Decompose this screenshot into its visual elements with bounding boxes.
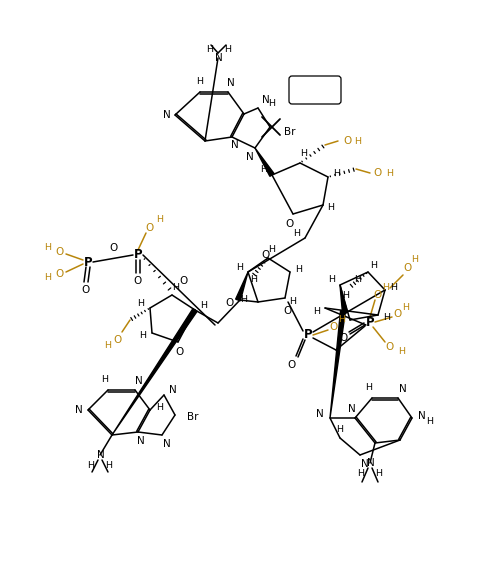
Text: O: O [394, 309, 402, 319]
Polygon shape [255, 148, 274, 176]
Text: Br: Br [284, 127, 296, 137]
Text: O: O [288, 360, 296, 370]
Text: O: O [114, 335, 122, 345]
Text: O: O [225, 298, 233, 308]
Text: O: O [374, 290, 382, 300]
Text: O: O [284, 306, 292, 316]
Text: H: H [138, 299, 144, 309]
Text: O: O [386, 342, 394, 352]
Text: H: H [370, 262, 378, 270]
Text: N: N [399, 384, 407, 394]
Text: N: N [316, 409, 324, 419]
Text: H: H [87, 461, 95, 469]
Text: N: N [169, 385, 177, 395]
Text: H: H [333, 169, 341, 177]
Text: P: P [366, 316, 374, 328]
Polygon shape [340, 285, 347, 313]
Text: N: N [137, 436, 145, 446]
Text: Abs: Abs [305, 85, 325, 95]
Text: N: N [231, 140, 239, 150]
Text: H: H [328, 276, 336, 285]
Text: H: H [197, 78, 203, 86]
Text: H: H [358, 469, 365, 478]
Text: H: H [104, 342, 111, 350]
Text: N: N [97, 450, 105, 460]
Text: N: N [246, 152, 254, 162]
Text: O: O [82, 285, 90, 295]
Text: H: H [268, 245, 276, 255]
Text: O: O [56, 247, 64, 257]
Text: N: N [227, 78, 235, 88]
Text: H: H [339, 316, 346, 324]
Text: H: H [384, 314, 390, 322]
Text: H: H [44, 273, 52, 281]
Text: O: O [56, 269, 64, 279]
Polygon shape [330, 311, 346, 418]
Polygon shape [112, 309, 197, 435]
Text: O: O [330, 322, 338, 332]
Text: Br: Br [187, 412, 199, 422]
Text: H: H [172, 282, 180, 292]
Text: H: H [427, 416, 433, 426]
Text: H: H [343, 291, 349, 299]
Text: N: N [418, 411, 426, 421]
Text: H: H [313, 306, 321, 316]
Text: H: H [224, 45, 231, 55]
Text: H: H [383, 282, 389, 292]
Text: N: N [75, 405, 83, 415]
Text: N: N [367, 458, 375, 468]
Text: N: N [163, 110, 171, 120]
Text: H: H [241, 295, 247, 305]
FancyBboxPatch shape [289, 76, 341, 104]
Text: H: H [261, 165, 267, 173]
Text: H: H [44, 244, 52, 252]
Text: H: H [399, 347, 406, 357]
Text: N: N [348, 404, 356, 414]
Text: H: H [105, 461, 113, 469]
Text: O: O [403, 263, 411, 273]
Text: H: H [337, 425, 344, 433]
Text: N: N [215, 53, 223, 63]
Text: H: H [354, 136, 362, 146]
Text: H: H [411, 256, 419, 264]
Text: H: H [293, 229, 301, 237]
Text: O: O [262, 250, 270, 260]
Text: H: H [250, 276, 258, 285]
Text: H: H [157, 216, 163, 224]
Text: H: H [386, 169, 393, 177]
Text: O: O [134, 276, 142, 286]
Text: O: O [374, 168, 382, 178]
Text: H: H [268, 99, 276, 107]
Text: H: H [301, 148, 307, 158]
Text: O: O [343, 136, 351, 146]
Text: H: H [354, 276, 362, 285]
Text: H: H [201, 302, 207, 310]
Text: O: O [340, 333, 348, 343]
Text: P: P [134, 248, 142, 262]
Text: H: H [375, 469, 383, 478]
Text: H: H [366, 383, 372, 393]
Text: P: P [83, 256, 92, 269]
Text: H: H [327, 202, 334, 212]
Text: H: H [140, 332, 146, 340]
Text: N: N [361, 459, 369, 469]
Text: N: N [262, 95, 270, 105]
Text: O: O [285, 219, 293, 229]
Text: H: H [157, 403, 163, 411]
Text: O: O [176, 347, 184, 357]
Text: H: H [390, 284, 398, 292]
Polygon shape [236, 272, 248, 301]
Text: P: P [304, 328, 312, 342]
Text: H: H [237, 263, 244, 271]
Text: N: N [135, 376, 143, 386]
Text: H: H [102, 375, 108, 385]
Text: N: N [163, 439, 171, 449]
Text: H: H [296, 264, 303, 274]
Text: O: O [179, 276, 187, 286]
Text: H: H [289, 298, 297, 306]
Text: H: H [403, 303, 409, 311]
Text: O: O [109, 243, 117, 253]
Text: H: H [206, 45, 214, 55]
Text: O: O [146, 223, 154, 233]
